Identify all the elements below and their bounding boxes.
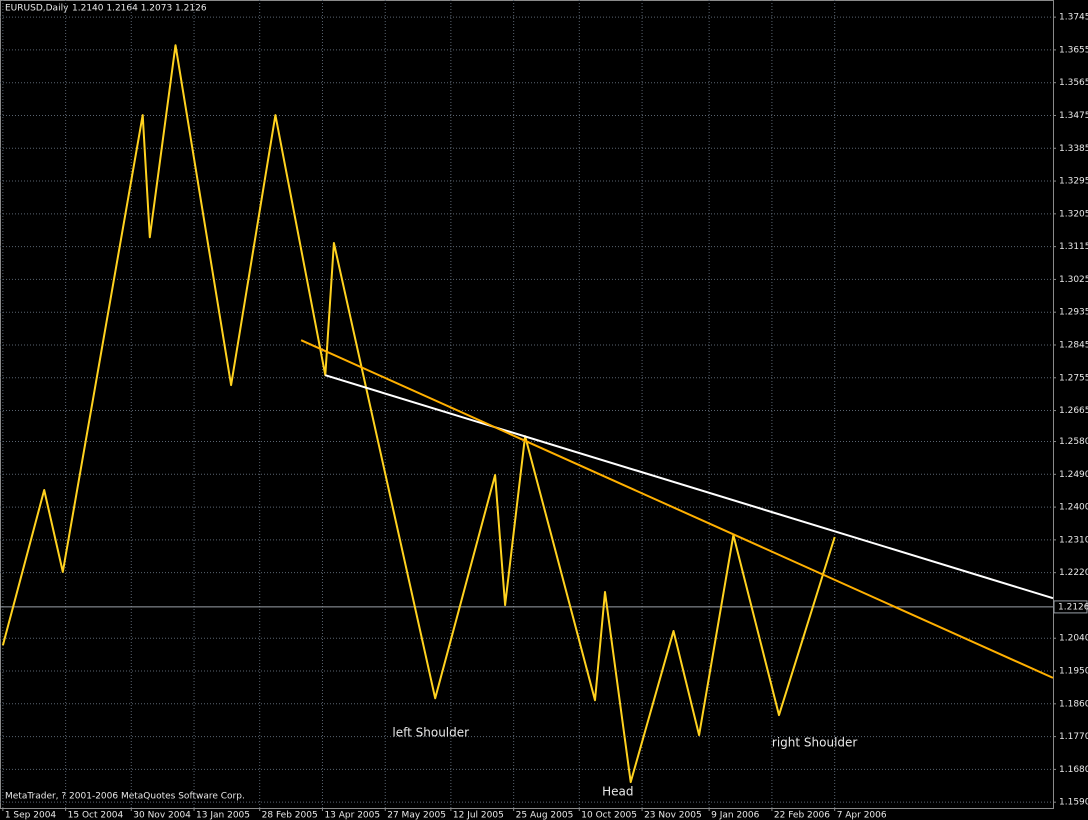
x-tick-label: 23 Nov 2005 — [644, 811, 702, 820]
y-tick-label: 1.2665 — [1059, 406, 1088, 416]
y-tick-label: 1.2220 — [1059, 568, 1088, 578]
y-tick-label: 1.2755 — [1059, 373, 1088, 383]
price-label-box — [1053, 600, 1088, 614]
x-tick-label: 7 Apr 2006 — [837, 811, 887, 820]
chart-subtitle: 1.2140 1.2164 1.2073 1.2126 — [72, 4, 207, 14]
y-tick-label: 1.3385 — [1059, 144, 1088, 154]
price-label: 1.2126 — [1058, 602, 1088, 612]
y-tick-label: 1.2040 — [1059, 634, 1088, 644]
chart-title: EURUSD,Daily — [5, 4, 69, 14]
x-tick-label: 9 Jan 2006 — [711, 811, 759, 820]
x-tick-label: 13 Jan 2005 — [196, 811, 250, 820]
y-tick-label: 1.2310 — [1059, 535, 1088, 545]
y-tick-label: 1.3565 — [1059, 78, 1088, 88]
x-tick-label: 10 Oct 2005 — [581, 811, 637, 820]
x-tick-label: 27 May 2005 — [387, 811, 446, 820]
annotation: right Shoulder — [772, 736, 858, 750]
y-tick-label: 1.3475 — [1059, 111, 1088, 121]
y-tick-label: 1.1860 — [1059, 699, 1088, 709]
footer: MetaTrader, ? 2001-2006 MetaQuotes Softw… — [5, 792, 245, 802]
x-tick-label: 25 Aug 2005 — [516, 811, 574, 820]
annotation: left Shoulder — [392, 725, 469, 739]
y-tick-label: 1.3655 — [1059, 45, 1088, 55]
line-series — [325, 374, 1054, 600]
annotation: Head — [602, 784, 633, 798]
line-series — [300, 339, 1054, 679]
y-tick-label: 1.1590 — [1059, 798, 1088, 808]
y-tick-label: 1.2400 — [1059, 503, 1088, 513]
y-tick-label: 1.1950 — [1059, 667, 1088, 677]
y-tick-label: 1.2935 — [1059, 308, 1088, 318]
x-tick-label: 15 Oct 2004 — [68, 811, 124, 820]
y-tick-label: 1.2490 — [1059, 470, 1088, 480]
y-tick-label: 1.2845 — [1059, 340, 1088, 350]
y-tick-label: 1.3205 — [1059, 209, 1088, 219]
y-tick-label: 1.2580 — [1059, 437, 1088, 447]
x-tick-label: 28 Feb 2005 — [262, 811, 318, 820]
y-tick-label: 1.1680 — [1059, 765, 1088, 775]
line-series — [1, 44, 836, 784]
x-tick-label: 30 Nov 2004 — [133, 811, 191, 820]
y-tick-label: 1.1770 — [1059, 732, 1088, 742]
x-tick-label: 13 Apr 2005 — [324, 811, 380, 820]
y-tick-label: 1.3025 — [1059, 275, 1088, 285]
plot-frame — [0, 0, 1054, 809]
x-tick-label: 1 Sep 2004 — [5, 811, 57, 820]
y-tick-label: 1.3295 — [1059, 177, 1088, 187]
y-tick-label: 1.3745 — [1059, 13, 1088, 23]
x-tick-label: 12 Jul 2005 — [453, 811, 504, 820]
x-tick-label: 22 Feb 2006 — [774, 811, 830, 820]
y-tick-label: 1.3115 — [1059, 242, 1088, 252]
